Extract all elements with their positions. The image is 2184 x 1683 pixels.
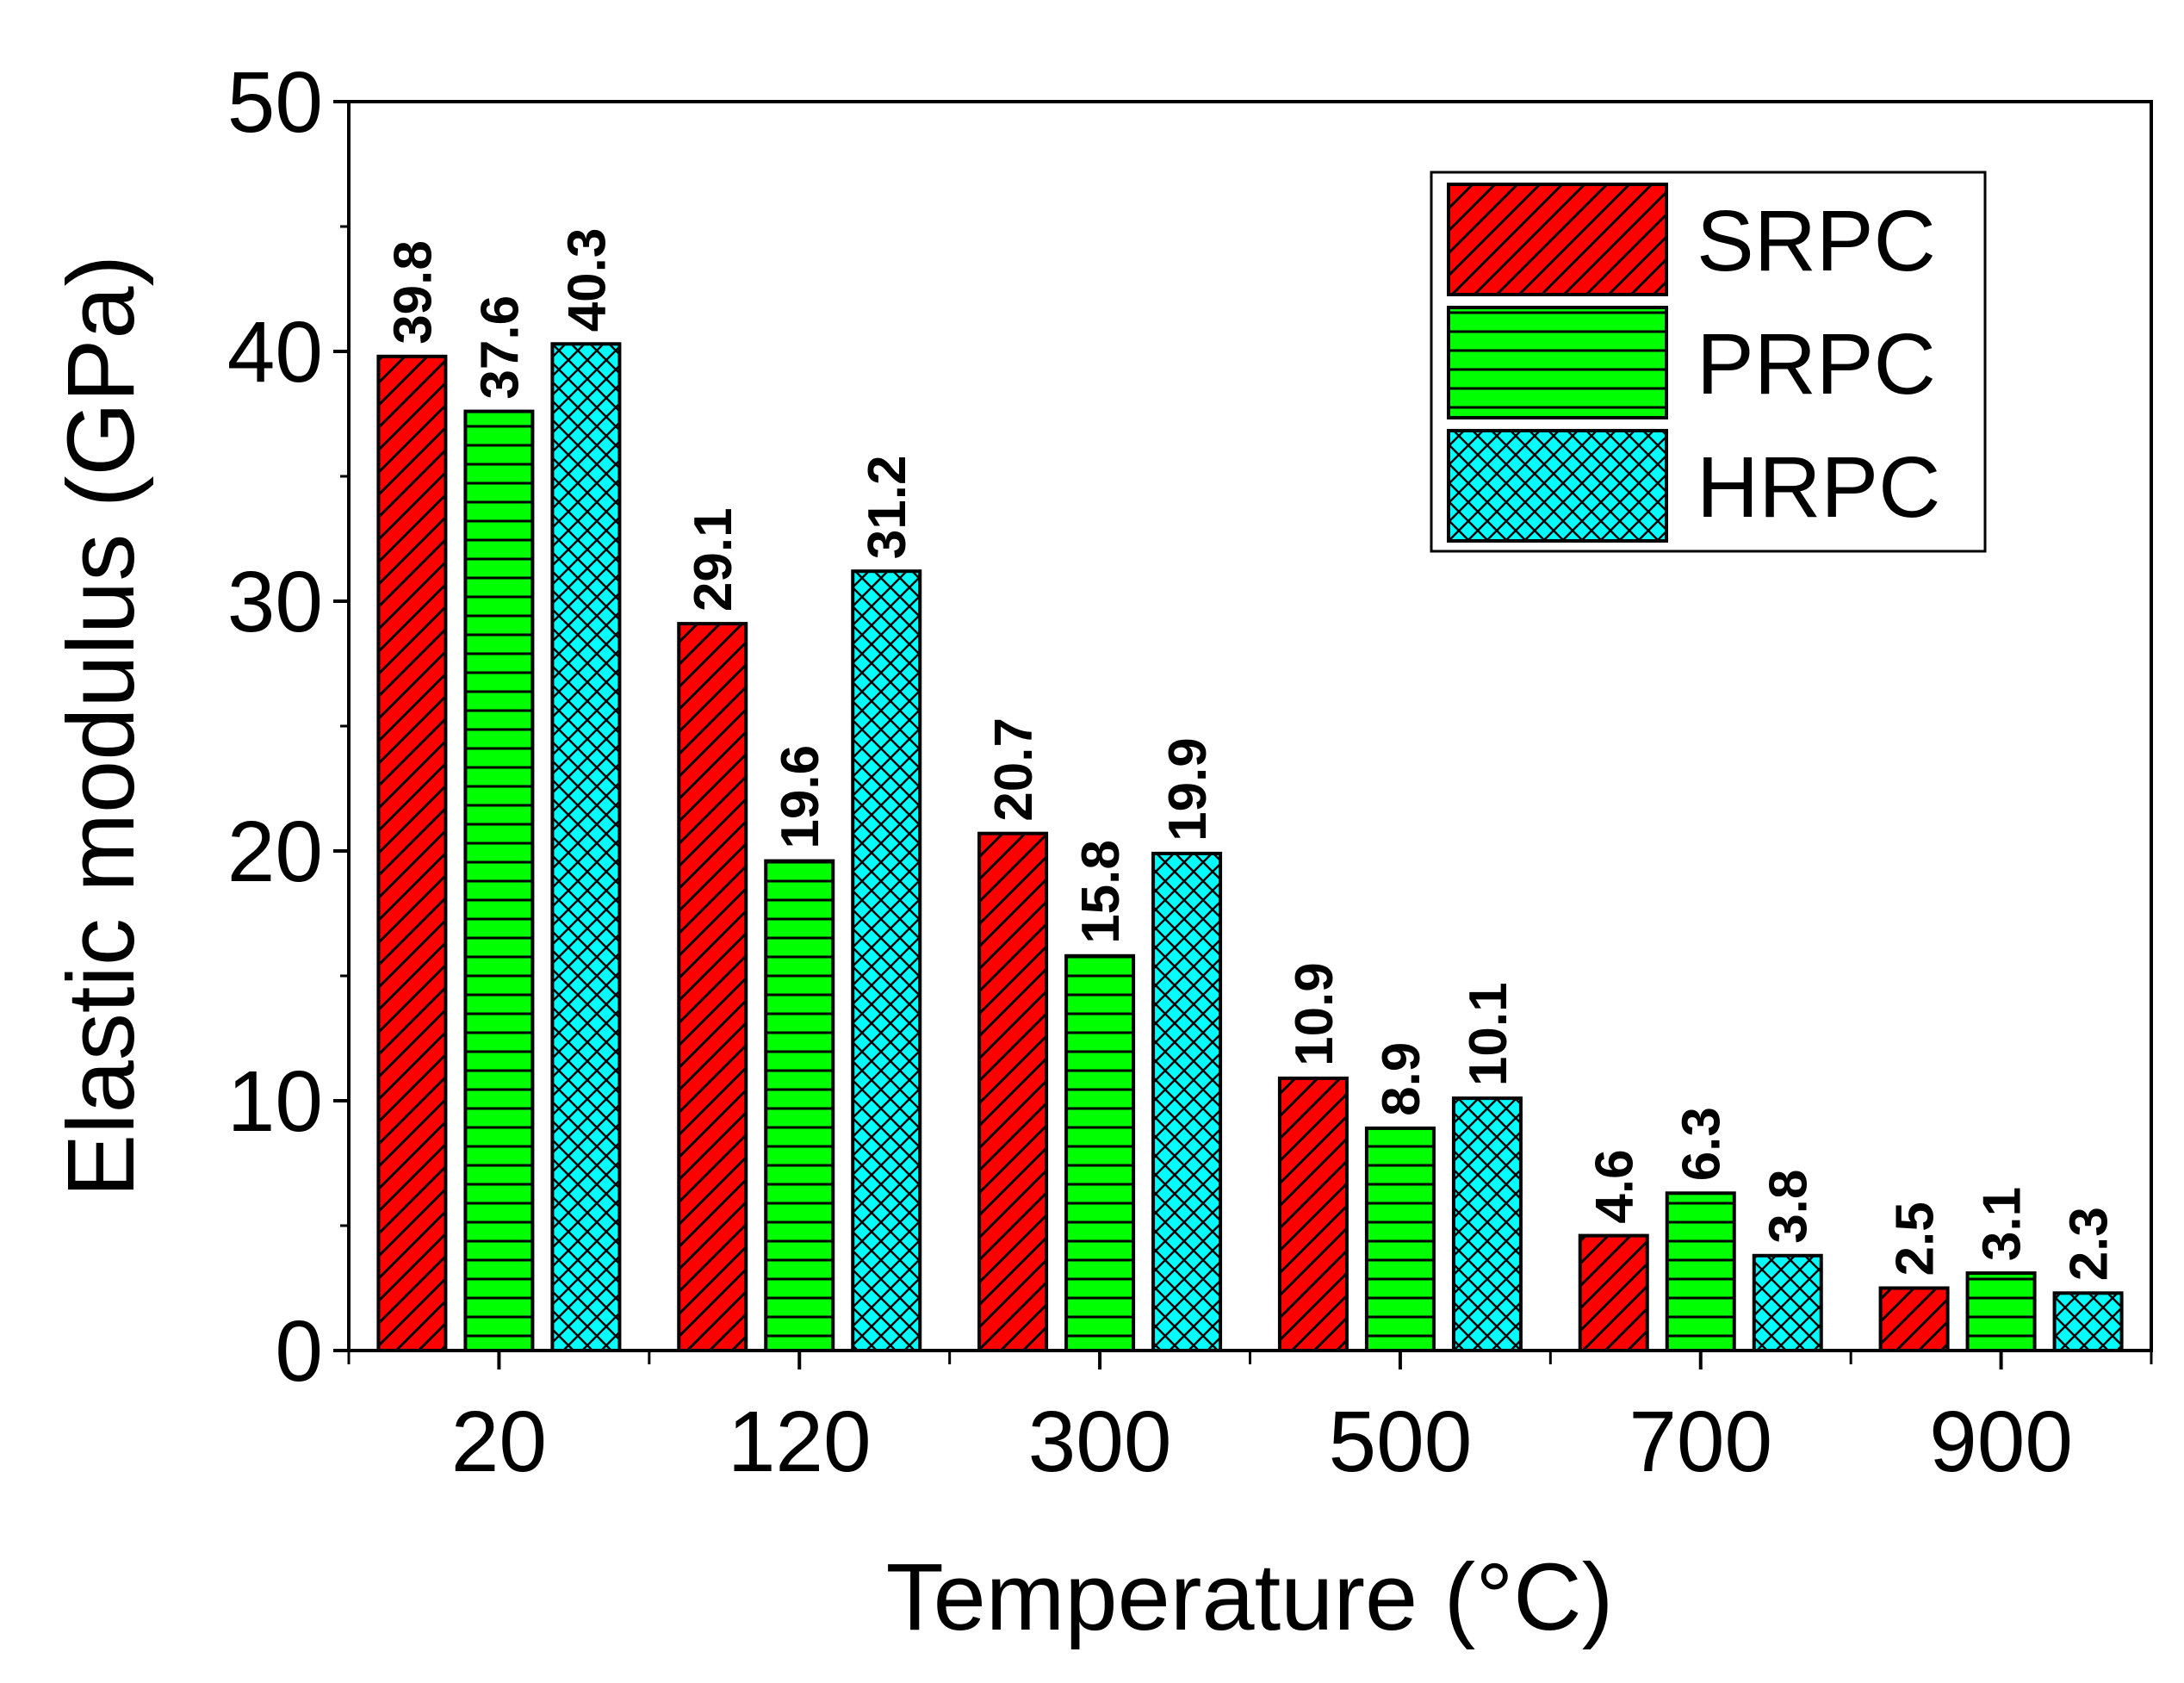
data-label-prpc: 37.6 bbox=[470, 295, 530, 400]
y-tick-label: 50 bbox=[227, 54, 323, 151]
data-label-hrpc: 31.2 bbox=[858, 456, 917, 560]
data-label-hrpc: 10.1 bbox=[1459, 982, 1518, 1086]
y-axis-label: Elastic modulus (GPa) bbox=[48, 255, 154, 1197]
legend-swatch-srpc bbox=[1447, 183, 1668, 296]
bar-prpc bbox=[1665, 1191, 1736, 1353]
plot-marks: 39.8 37.6 40.3 29.1 19.6 31.2 20.7 15.8 19.9 10.9… bbox=[376, 228, 2124, 1353]
data-label-prpc: 6.3 bbox=[1672, 1107, 1732, 1181]
bar-hrpc bbox=[1752, 1253, 1823, 1353]
data-label-prpc: 8.9 bbox=[1372, 1042, 1431, 1116]
bar-prpc bbox=[463, 409, 535, 1353]
data-label-srpc: 2.5 bbox=[1886, 1202, 1945, 1276]
bar-srpc bbox=[1878, 1286, 1950, 1352]
bar-hrpc bbox=[1151, 851, 1223, 1352]
x-tick-label: 900 bbox=[1929, 1394, 2073, 1490]
x-axis-ticks: 20 120 300 500 700 900 bbox=[347, 1351, 2153, 1490]
data-label-srpc: 10.9 bbox=[1285, 962, 1344, 1066]
bar-hrpc bbox=[2052, 1291, 2124, 1353]
data-label-hrpc: 40.3 bbox=[557, 228, 617, 332]
bar-srpc bbox=[1277, 1076, 1349, 1353]
x-axis-label: Temperature (°C) bbox=[886, 1544, 1614, 1650]
bar-srpc bbox=[977, 831, 1049, 1352]
x-tick-label: 120 bbox=[728, 1394, 872, 1490]
data-label-srpc: 20.7 bbox=[984, 717, 1044, 822]
data-label-prpc: 19.6 bbox=[771, 745, 830, 849]
data-label-hrpc: 19.9 bbox=[1158, 737, 1218, 842]
bar-hrpc bbox=[1451, 1096, 1523, 1352]
bar-prpc bbox=[1965, 1271, 2037, 1352]
legend-label-hrpc: HRPC bbox=[1697, 439, 1940, 536]
bar-prpc bbox=[1364, 1126, 1436, 1353]
data-label-srpc: 4.6 bbox=[1585, 1149, 1645, 1223]
bar-srpc bbox=[677, 622, 748, 1352]
y-tick-label: 0 bbox=[275, 1303, 323, 1400]
y-axis-ticks: 0 10 20 30 40 50 bbox=[227, 54, 349, 1400]
data-label-hrpc: 2.3 bbox=[2060, 1207, 2119, 1281]
legend-label-srpc: SRPC bbox=[1697, 193, 1936, 289]
bar-hrpc bbox=[550, 342, 622, 1352]
bar-prpc bbox=[764, 859, 835, 1352]
y-tick-label: 10 bbox=[227, 1053, 323, 1150]
y-tick-label: 20 bbox=[227, 804, 323, 900]
legend-label-prpc: PRPC bbox=[1697, 316, 1936, 413]
legend-swatch-hrpc bbox=[1447, 429, 1668, 543]
data-label-prpc: 15.8 bbox=[1071, 840, 1131, 944]
data-label-srpc: 39.8 bbox=[383, 240, 443, 345]
legend: SRPC PRPC HRPC bbox=[1430, 171, 1987, 553]
x-tick-label: 20 bbox=[451, 1394, 547, 1490]
data-label-hrpc: 3.8 bbox=[1759, 1170, 1819, 1244]
y-tick-label: 30 bbox=[227, 554, 323, 650]
bar-srpc bbox=[1578, 1233, 1649, 1352]
data-label-srpc: 29.1 bbox=[684, 507, 743, 612]
x-tick-label: 700 bbox=[1629, 1394, 1772, 1490]
y-tick-label: 40 bbox=[227, 304, 323, 401]
x-tick-label: 300 bbox=[1028, 1394, 1172, 1490]
x-tick-label: 500 bbox=[1328, 1394, 1472, 1490]
bar-srpc bbox=[376, 354, 448, 1352]
bar-hrpc bbox=[851, 569, 922, 1352]
data-label-prpc: 3.1 bbox=[1973, 1187, 2032, 1261]
legend-swatch-prpc bbox=[1447, 306, 1668, 419]
bar-prpc bbox=[1064, 953, 1136, 1353]
